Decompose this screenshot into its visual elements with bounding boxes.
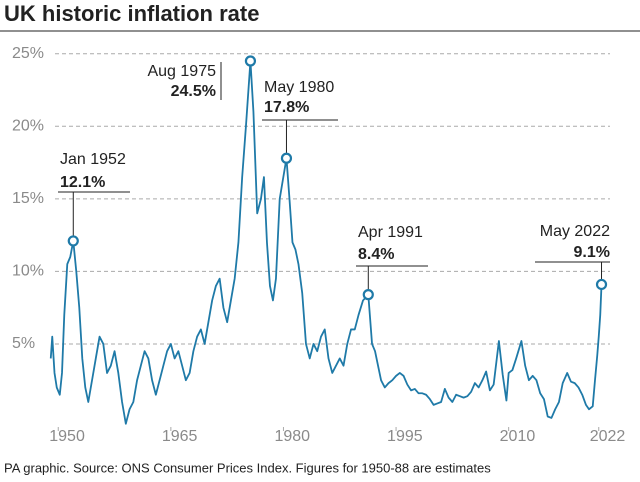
annotation-value: 9.1% [574, 244, 610, 261]
annotation-value: 12.1% [60, 174, 105, 191]
chart-title: UK historic inflation rate [4, 1, 259, 26]
y-tick-label: 5% [12, 335, 35, 352]
annotation-marker [280, 152, 293, 164]
annotation-value: 17.8% [264, 99, 309, 116]
y-tick-label: 20% [12, 118, 44, 135]
annotation-marker [244, 55, 257, 67]
annotation-date: Apr 1991 [358, 224, 423, 241]
annotation-date: Jan 1952 [60, 151, 126, 168]
x-tick-label: 1950 [49, 428, 85, 445]
y-tick-label: 25% [12, 45, 44, 62]
x-tick-label: 1980 [274, 428, 310, 445]
x-tick-label: 2022 [590, 428, 626, 445]
annotation-date: May 1980 [264, 79, 334, 96]
annotation-date: May 2022 [540, 223, 610, 240]
annotation-date: Aug 1975 [147, 63, 216, 80]
line-series [49, 60, 603, 425]
source-note: PA graphic. Source: ONS Consumer Prices … [4, 460, 491, 475]
x-tick-label: 1965 [162, 428, 198, 445]
annotation-value: 8.4% [358, 246, 394, 263]
annotation-marker [362, 289, 374, 301]
annotation-marker [595, 278, 608, 291]
y-tick-label: 15% [12, 190, 44, 207]
annotation-marker [67, 235, 79, 247]
y-tick-label: 10% [12, 263, 44, 280]
x-tick-label: 1995 [387, 428, 423, 445]
x-tick-label: 2010 [500, 428, 536, 445]
annotation-value: 24.5% [171, 83, 216, 100]
